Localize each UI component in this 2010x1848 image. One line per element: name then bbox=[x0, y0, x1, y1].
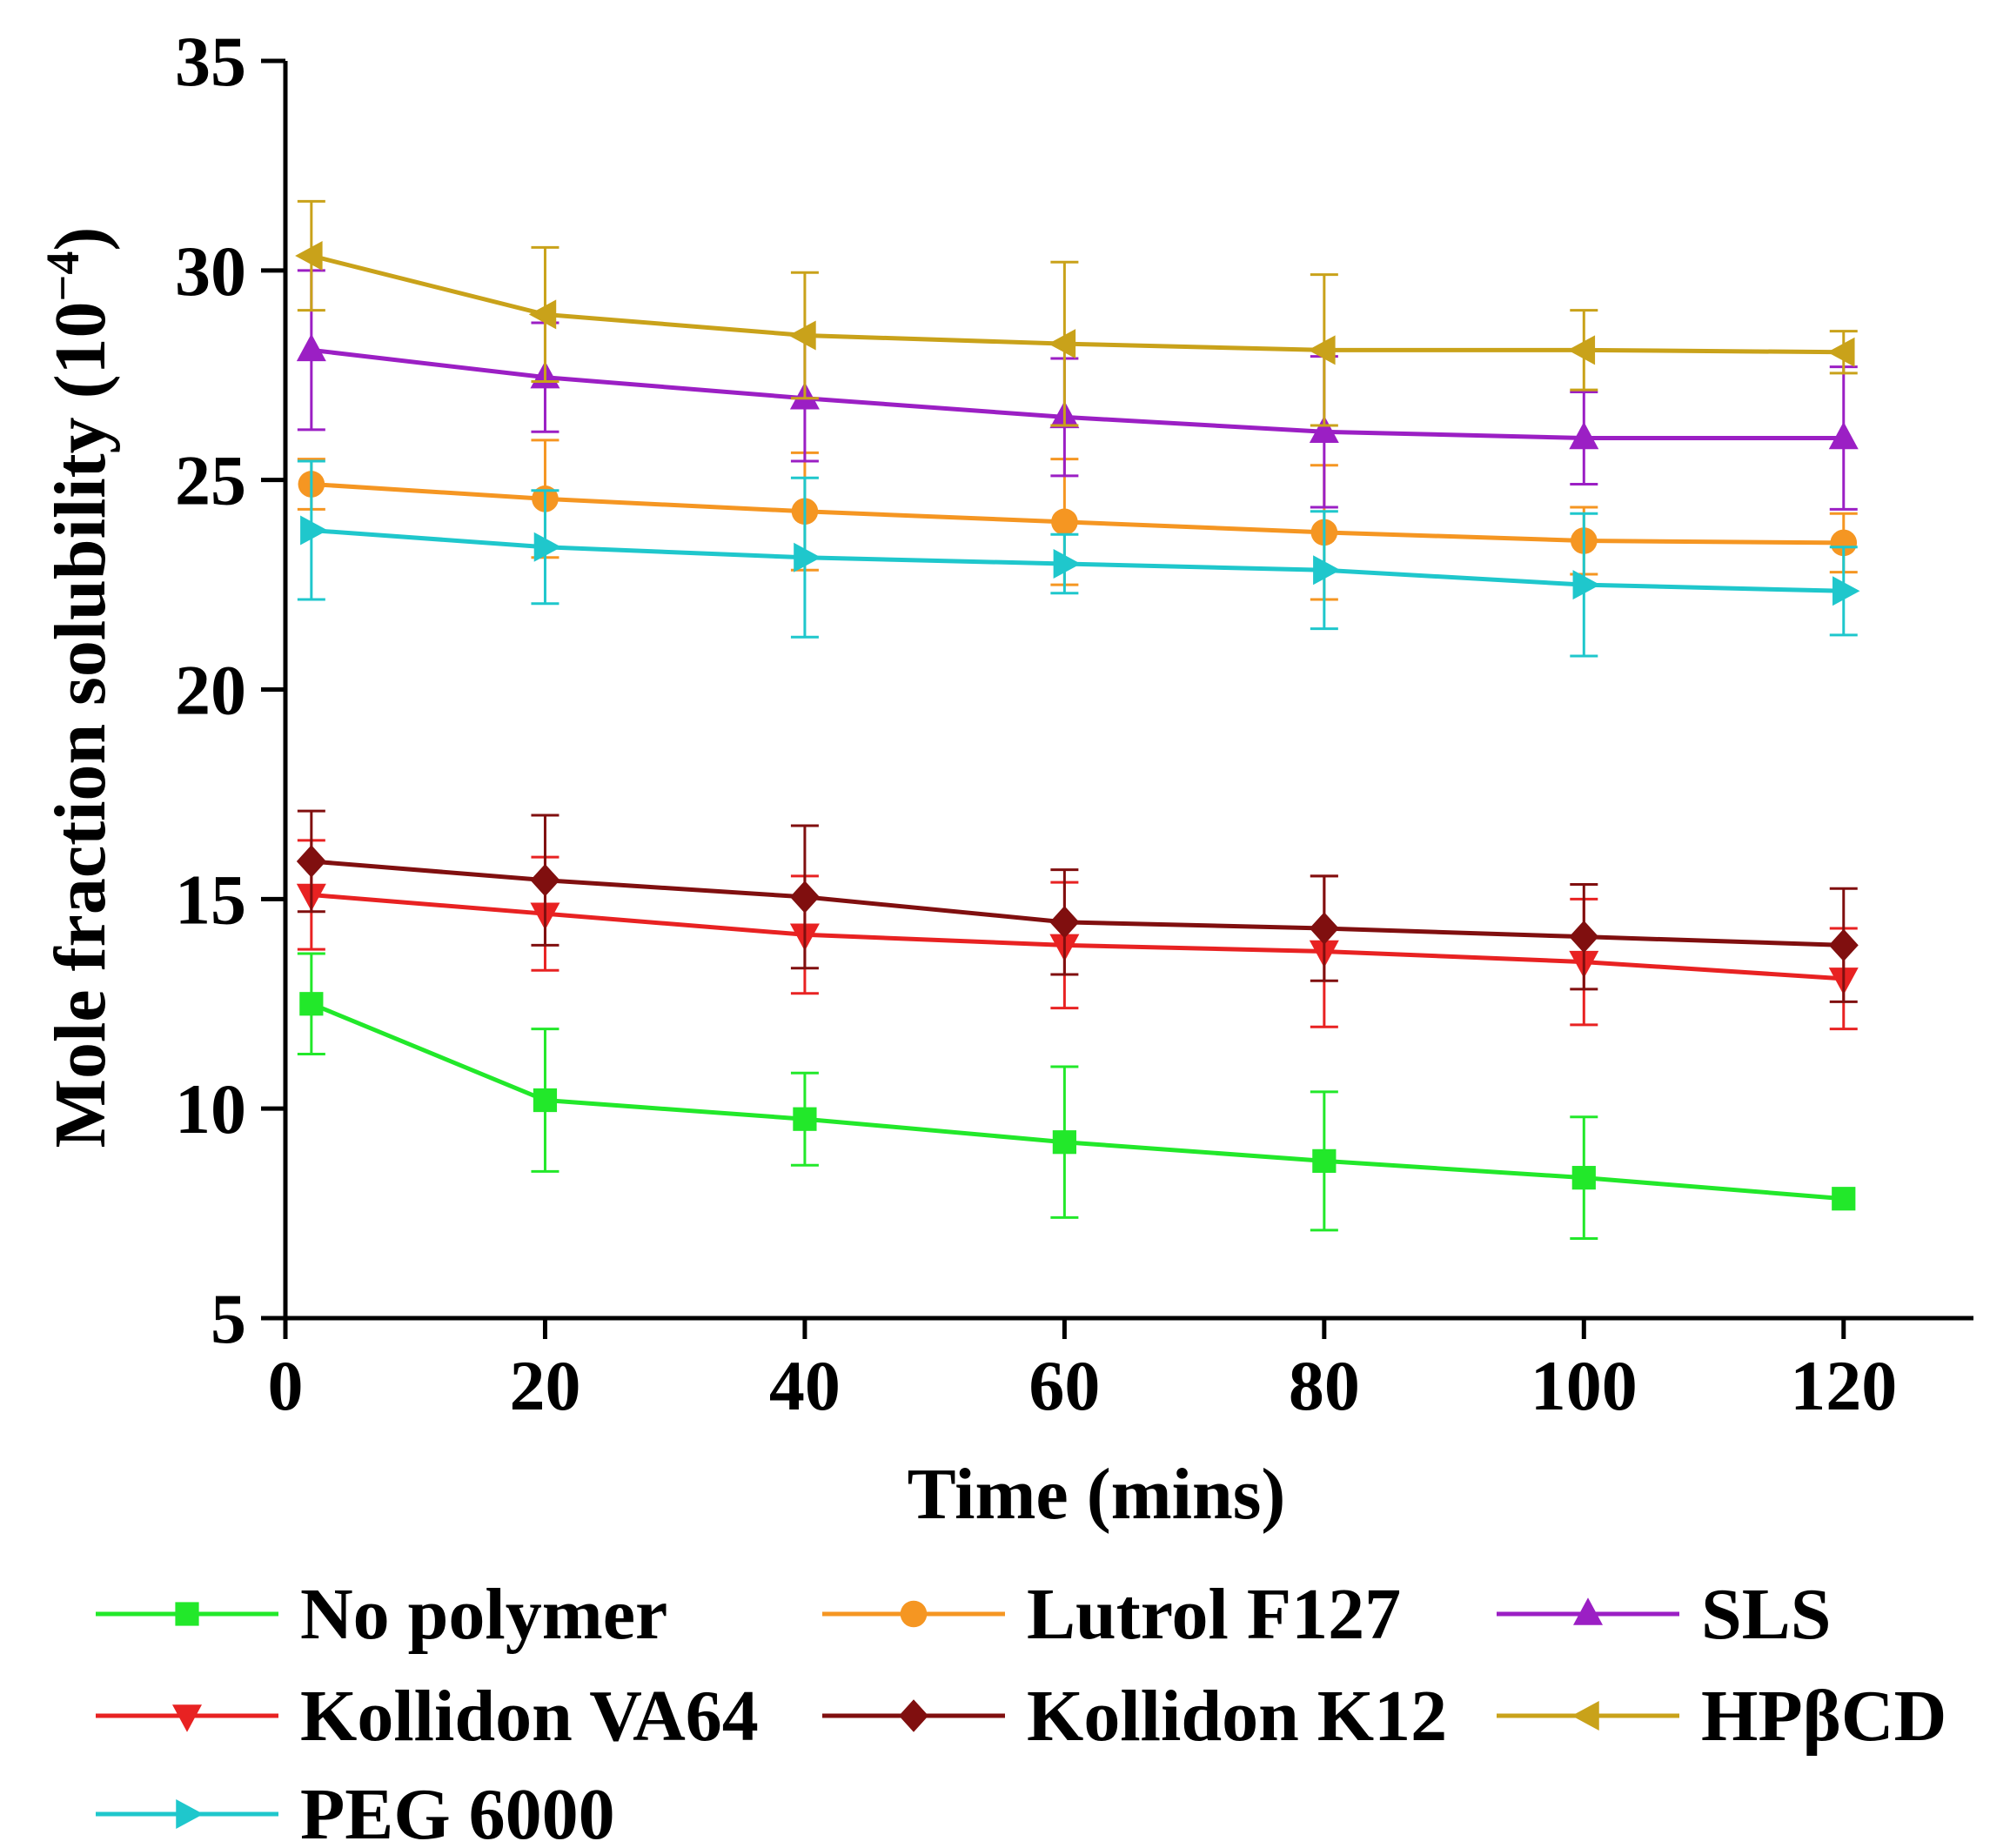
data-point bbox=[296, 845, 326, 878]
y-tick-label-5: 5 bbox=[211, 1279, 246, 1358]
legend-item-0: No polymer bbox=[96, 1574, 667, 1655]
data-point bbox=[1313, 555, 1341, 586]
data-point bbox=[1051, 508, 1078, 536]
x-tick-label-0: 0 bbox=[268, 1346, 304, 1425]
data-point bbox=[1309, 912, 1339, 945]
data-point bbox=[1053, 549, 1082, 579]
y-tick-label-25: 25 bbox=[175, 441, 246, 520]
data-point bbox=[789, 880, 820, 914]
y-axis-title-exponent: −4 bbox=[37, 251, 89, 302]
data-point bbox=[1567, 335, 1596, 365]
legend-item-3: Kollidon VA64 bbox=[96, 1676, 759, 1757]
legend-marker bbox=[175, 1602, 199, 1626]
y-tick-label-10: 10 bbox=[175, 1069, 246, 1148]
legend-label: Lutrol F127 bbox=[1027, 1574, 1401, 1655]
x-tick-label-20: 20 bbox=[509, 1346, 580, 1425]
series-4 bbox=[296, 809, 1859, 1003]
data-point bbox=[794, 542, 821, 572]
data-point bbox=[1569, 920, 1599, 954]
legend-item-4: Kollidon K12 bbox=[822, 1676, 1447, 1757]
data-point bbox=[788, 320, 816, 351]
data-point bbox=[1572, 570, 1601, 600]
data-point bbox=[299, 992, 324, 1016]
legend-marker bbox=[899, 1699, 928, 1732]
data-point bbox=[1308, 335, 1336, 365]
legend-marker bbox=[1571, 1701, 1599, 1731]
x-tick-label-60: 60 bbox=[1028, 1346, 1100, 1425]
x-axis-title: Time (mins) bbox=[908, 1454, 1286, 1535]
series-1 bbox=[297, 439, 1858, 601]
data-point bbox=[1832, 1187, 1856, 1211]
data-point bbox=[1052, 1130, 1076, 1155]
data-point bbox=[1828, 421, 1859, 450]
legend-item-5: HPβCD bbox=[1497, 1676, 1946, 1757]
legend-marker bbox=[1573, 1597, 1603, 1625]
data-point bbox=[296, 333, 326, 362]
data-point bbox=[1830, 529, 1858, 557]
y-axis-title-close: ) bbox=[40, 227, 121, 251]
data-point bbox=[533, 1088, 558, 1113]
y-axis-title: Mole fraction solubility (10−4) bbox=[37, 227, 121, 1148]
y-tick-label-35: 35 bbox=[175, 22, 246, 101]
data-point bbox=[530, 863, 560, 897]
legend-label: No polymer bbox=[300, 1574, 667, 1655]
series-2 bbox=[296, 269, 1859, 511]
data-point bbox=[1309, 415, 1339, 444]
y-tick-label-20: 20 bbox=[175, 651, 246, 730]
legend-marker bbox=[172, 1704, 202, 1732]
plot-area bbox=[295, 199, 1860, 1240]
x-tick-label-40: 40 bbox=[769, 1346, 841, 1425]
data-point bbox=[300, 515, 328, 546]
y-tick-label-30: 30 bbox=[175, 231, 246, 311]
legend-item-2: SLS bbox=[1497, 1574, 1831, 1655]
legend-item-1: Lutrol F127 bbox=[822, 1574, 1401, 1655]
legend-marker bbox=[176, 1799, 204, 1829]
legend-label: Kollidon K12 bbox=[1027, 1676, 1447, 1757]
legend-label: PEG 6000 bbox=[300, 1774, 615, 1848]
axes: 5 10 15 20 25 30 35 0 20 40 60 80 100 120 bbox=[175, 22, 1973, 1425]
series-6 bbox=[297, 459, 1860, 658]
legend: No polymer Lutrol F127 SLS Kollidon VA64 Kol… bbox=[96, 1574, 1946, 1848]
legend-item-6: PEG 6000 bbox=[96, 1774, 615, 1848]
data-point bbox=[1827, 337, 1855, 367]
data-point bbox=[295, 240, 323, 271]
data-point bbox=[533, 532, 562, 562]
x-tick-label-120: 120 bbox=[1790, 1346, 1897, 1425]
data-point bbox=[1832, 576, 1860, 606]
data-point bbox=[1571, 1166, 1596, 1190]
legend-marker bbox=[900, 1600, 928, 1628]
series-line bbox=[311, 253, 1844, 355]
data-point bbox=[793, 1107, 817, 1131]
data-point bbox=[528, 299, 557, 330]
data-point bbox=[1828, 928, 1859, 962]
series-0 bbox=[297, 952, 1856, 1240]
data-point bbox=[1569, 421, 1599, 450]
data-point bbox=[1049, 906, 1080, 939]
legend-label: HPβCD bbox=[1701, 1676, 1946, 1757]
legend-label: Kollidon VA64 bbox=[300, 1676, 759, 1757]
y-tick-label-15: 15 bbox=[175, 860, 246, 939]
legend-label: SLS bbox=[1701, 1574, 1831, 1655]
data-point bbox=[1048, 329, 1076, 359]
y-axis-title-main: Mole fraction solubility (10 bbox=[40, 301, 121, 1148]
x-tick-label-80: 80 bbox=[1289, 1346, 1360, 1425]
data-point bbox=[1312, 1148, 1337, 1173]
series-5 bbox=[295, 199, 1858, 427]
x-tick-label-100: 100 bbox=[1531, 1346, 1638, 1425]
